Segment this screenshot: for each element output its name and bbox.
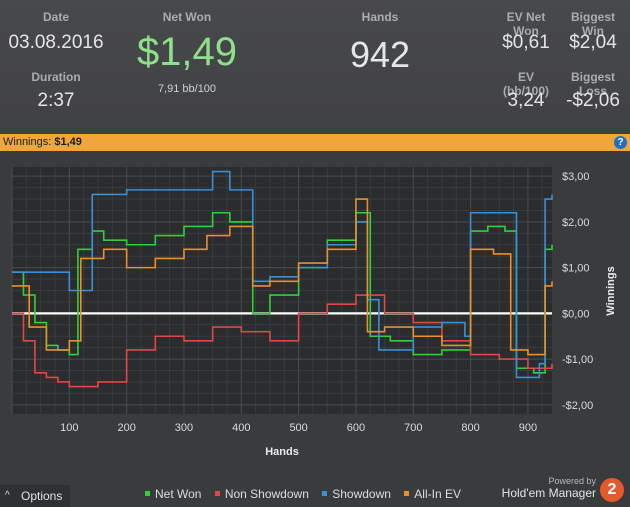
series-lines	[12, 170, 553, 388]
legend-item-non-showdown[interactable]: Non Showdown	[214, 487, 309, 501]
y-tick-label: $3,00	[562, 171, 590, 183]
x-tick-label: 800	[461, 422, 479, 434]
chart-legend: Net Won Non Showdown Showdown All-In EV	[145, 487, 471, 501]
x-tick-label: 700	[404, 422, 422, 434]
legend-swatch	[404, 491, 410, 497]
net-won-bb100: 7,91 bb/100	[157, 83, 217, 95]
winnings-chart: 100 200 300 400 500 600 700 800 900 $3,00 $2,00 $1…	[11, 167, 617, 458]
x-axis-label: Hands	[265, 446, 299, 458]
legend-label: Showdown	[332, 487, 391, 501]
ev-net-won-value: $0,61	[502, 32, 550, 53]
y-tick-label: $0,00	[562, 308, 590, 320]
winnings-label: Winnings:	[3, 136, 52, 148]
grid	[11, 167, 552, 414]
biggest-win-label: Biggest Win	[570, 10, 615, 38]
winnings-bar: Winnings: $1,49 ?	[0, 134, 630, 151]
hands-value: 942	[349, 34, 411, 75]
biggest-win-value: $2,04	[569, 32, 617, 53]
net-won-label: Net Won	[162, 10, 212, 24]
net-won-value: $1,49	[136, 30, 238, 74]
x-tick-label: 900	[519, 422, 537, 434]
x-tick-label: 600	[347, 422, 365, 434]
y-tick-label: -$1,00	[562, 354, 593, 366]
x-axis-ticks: 100 200 300 400 500 600 700 800 900	[60, 422, 537, 434]
brand-name: Hold'em Manager	[501, 486, 596, 500]
biggest-loss-value: -$2,06	[566, 90, 620, 111]
legend-item-all-in-ev[interactable]: All-In EV	[404, 487, 461, 501]
y-tick-label: $1,00	[562, 263, 590, 275]
winnings-summary: Winnings: $1,49	[3, 136, 82, 148]
y-axis-label: Winnings	[605, 266, 617, 315]
date-value: 03.08.2016	[8, 32, 104, 53]
series-line-all-in-ev	[12, 198, 553, 356]
legend-item-net-won[interactable]: Net Won	[145, 487, 201, 501]
series-line-non-showdown	[12, 294, 553, 388]
legend-item-showdown[interactable]: Showdown	[322, 487, 391, 501]
winnings-value: $1,49	[54, 136, 82, 148]
legend-swatch	[322, 491, 328, 497]
y-tick-label: -$2,00	[562, 400, 593, 412]
options-button[interactable]: ^ Options	[0, 485, 70, 507]
x-tick-label: 400	[232, 422, 250, 434]
y-axis-ticks: $3,00 $2,00 $1,00 $0,00 -$1,00 -$2,00	[562, 171, 593, 412]
date-label: Date	[42, 10, 69, 24]
options-label: Options	[21, 489, 63, 503]
biggest-loss-label: Biggest Loss	[570, 70, 615, 98]
series-line-net-won	[12, 211, 553, 374]
hands-label: Hands	[361, 10, 399, 24]
y-tick-label: $2,00	[562, 217, 590, 229]
caret-up-icon: ^	[5, 490, 10, 501]
ev-net-won-label: EV Net Won	[506, 10, 546, 38]
duration-value: 2:37	[37, 90, 75, 111]
ev-bb100-value: 3,24	[507, 90, 545, 111]
legend-label: All-In EV	[414, 487, 461, 501]
x-tick-label: 300	[175, 422, 193, 434]
x-tick-label: 500	[289, 422, 307, 434]
legend-label: Non Showdown	[224, 487, 309, 501]
duration-label: Duration	[31, 70, 81, 84]
stats-panel: Date 03.08.2016 Duration 2:37 Net Won $1…	[0, 0, 630, 134]
legend-swatch	[145, 491, 150, 497]
x-tick-label: 200	[117, 422, 135, 434]
powered-by-label: Powered by	[548, 476, 596, 486]
legend-swatch	[214, 491, 220, 497]
x-tick-label: 100	[60, 422, 78, 434]
help-icon[interactable]: ?	[614, 136, 627, 149]
legend-label: Net Won	[155, 487, 202, 501]
ev-bb100-label: EV (bb/100)	[502, 70, 549, 98]
hem-logo-icon: 2	[600, 478, 624, 502]
chart-panel: 100 200 300 400 500 600 700 800 900 $3,00 $2,00 $1…	[0, 151, 630, 507]
